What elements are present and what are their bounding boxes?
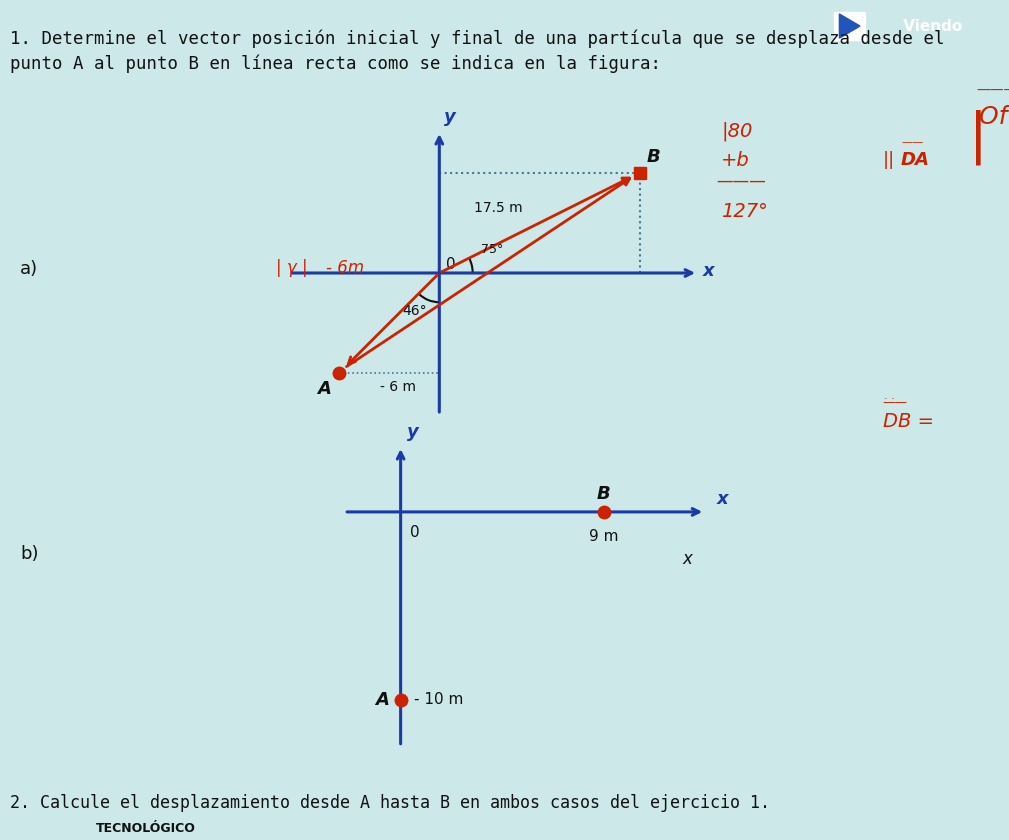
Text: 17.5 m: 17.5 m — [474, 201, 523, 214]
Text: B: B — [646, 148, 660, 166]
Text: y: y — [444, 108, 456, 126]
Text: +b: +b — [721, 151, 750, 171]
Text: 46°: 46° — [403, 304, 427, 318]
Text: 75°: 75° — [481, 243, 503, 256]
Text: 1. Determine el vector posición inicial y final de una partícula que se desplaza: 1. Determine el vector posición inicial … — [10, 29, 944, 48]
Polygon shape — [839, 14, 860, 38]
Text: |80: |80 — [721, 122, 753, 141]
Text: - 6m: - 6m — [326, 259, 364, 277]
Text: 9 m: 9 m — [589, 529, 619, 543]
Text: B: B — [597, 485, 610, 502]
Text: 127°: 127° — [721, 202, 768, 221]
Text: | γ |: | γ | — [275, 259, 308, 277]
Text: ———: ——— — [716, 172, 766, 190]
Text: b): b) — [20, 545, 38, 564]
Text: ——: —— — [883, 396, 908, 409]
Text: - 6 m: - 6 m — [379, 380, 416, 394]
Text: x: x — [716, 491, 728, 508]
Text: 2. Calcule el desplazamiento desde A hasta B en ambos casos del ejercicio 1.: 2. Calcule el desplazamiento desde A has… — [10, 794, 770, 811]
FancyBboxPatch shape — [834, 12, 865, 40]
Text: y: y — [408, 423, 419, 440]
Text: ||: || — [883, 151, 895, 169]
Text: x: x — [682, 550, 692, 568]
Text: . .: . . — [884, 391, 895, 402]
Text: A: A — [375, 690, 389, 709]
Text: A: A — [317, 380, 331, 398]
Text: Of: Of — [979, 105, 1007, 129]
Text: 0: 0 — [446, 257, 456, 272]
Text: a): a) — [20, 260, 38, 278]
Text: 0: 0 — [410, 525, 420, 540]
Text: DA: DA — [901, 151, 930, 169]
Text: punto A al punto B en línea recta como se indica en la figura:: punto A al punto B en línea recta como s… — [10, 55, 661, 73]
Text: ———: ——— — [977, 84, 1009, 98]
Text: x: x — [703, 262, 714, 281]
Text: TECNOLÓGICO: TECNOLÓGICO — [96, 822, 196, 834]
Text: |: | — [969, 109, 987, 165]
Text: DB =: DB = — [883, 412, 934, 431]
Text: ——: —— — [901, 137, 923, 147]
Text: - 10 m: - 10 m — [414, 692, 463, 707]
Text: Viendo: Viendo — [898, 18, 963, 34]
